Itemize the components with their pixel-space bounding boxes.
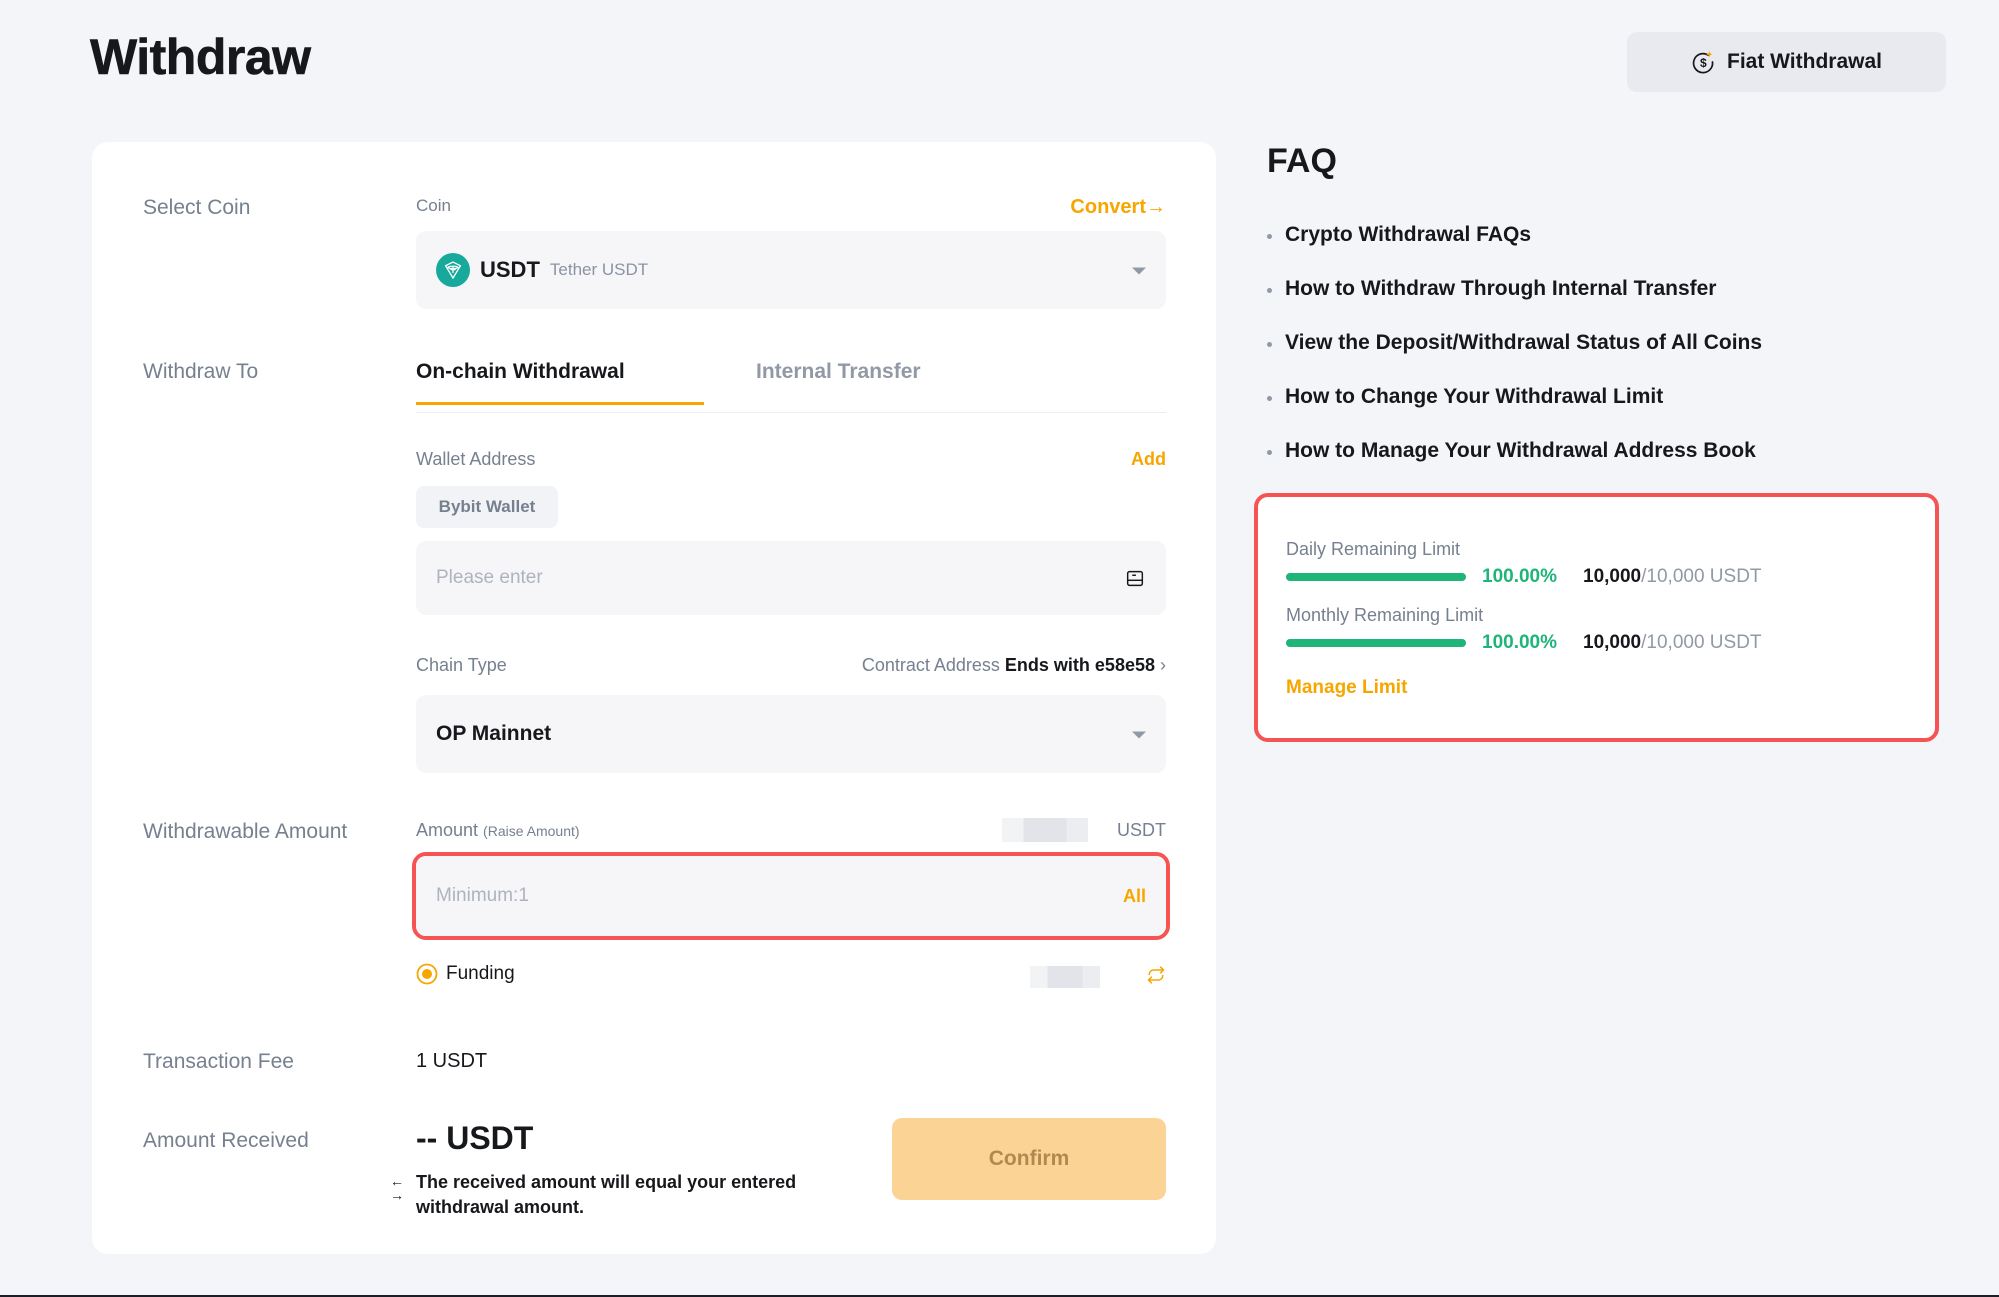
svg-text:$: $ bbox=[1700, 56, 1707, 70]
